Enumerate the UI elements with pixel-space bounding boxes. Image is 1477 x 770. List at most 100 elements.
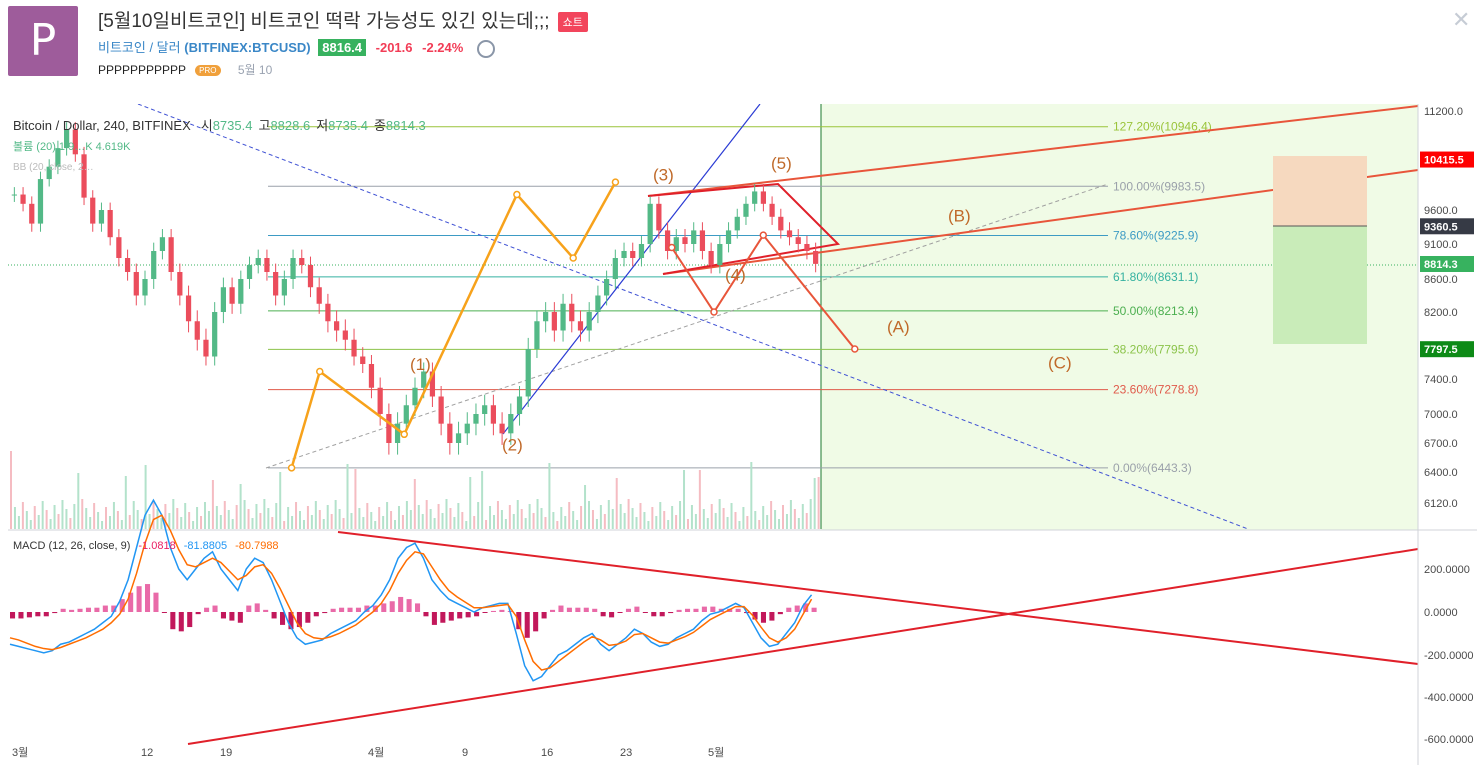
macd-hist-bar	[710, 606, 716, 612]
volume-bar	[409, 510, 412, 529]
volume-bar	[318, 510, 321, 529]
volume-bar	[512, 514, 515, 529]
volume-bar	[160, 518, 163, 529]
volume-bar	[279, 472, 282, 529]
volume-bar	[702, 509, 705, 529]
candle-body	[813, 251, 819, 264]
macd-hist-bar	[769, 612, 775, 621]
volume-bar	[235, 505, 238, 529]
idea-header: P [5월10일비트코인] 비트코인 떡락 가능성도 있긴 있는데;;; 쇼트 비…	[0, 0, 1477, 100]
candle-body	[673, 237, 679, 251]
alarm-clock-icon[interactable]	[476, 39, 495, 58]
macd-hist-bar	[136, 586, 142, 612]
volume-bar	[599, 505, 602, 529]
volume-bar	[762, 506, 765, 529]
volume-bar	[77, 473, 80, 529]
volume-bar	[33, 506, 36, 529]
volume-bar	[211, 480, 214, 529]
candle-body	[717, 244, 723, 265]
volume-bar	[203, 502, 206, 529]
last-price: 8816.4	[318, 39, 367, 56]
volume-bar	[108, 516, 111, 529]
volume-bar	[607, 500, 610, 529]
volume-bar	[469, 477, 472, 529]
volume-bar	[686, 519, 689, 529]
price-tick-2: 9100.0	[1424, 239, 1458, 251]
volume-bar	[25, 511, 28, 529]
macd-tick-0: 200.0000	[1424, 564, 1470, 576]
price-flag-1: 9360.5	[1424, 221, 1458, 233]
volume-bar	[65, 509, 68, 529]
macd-hist-bar	[482, 612, 488, 613]
volume-bar	[722, 508, 725, 529]
macd-pane: 200.0000 0.0000 -200.0000 -400.0000 -600.000…	[9, 498, 1474, 746]
volume-bar	[544, 517, 547, 529]
volume-bar	[500, 510, 503, 529]
macd-hist-bar	[389, 601, 395, 612]
price-change-pct: -2.24%	[422, 40, 464, 55]
volume-bar	[302, 520, 305, 529]
volume-bar	[584, 485, 587, 529]
close-icon[interactable]: ✕	[1452, 8, 1471, 33]
volume-bar	[797, 518, 800, 529]
macd-hist-bar	[220, 612, 226, 619]
volume-bar	[116, 511, 119, 529]
macd-tick-4: -600.0000	[1424, 734, 1474, 746]
chart-container[interactable]: 127.20%(10946.4) 100.00%(9983.5) 78.60%(92…	[8, 103, 1477, 765]
symbol-ticker-link[interactable]: (BITFINEX:BTCUSD)	[184, 40, 311, 55]
volume-bar	[809, 499, 812, 529]
volume-bar	[374, 521, 377, 529]
volume-bar	[53, 505, 56, 529]
volume-bar	[346, 464, 349, 529]
time-tick-7: 5월	[708, 746, 724, 759]
symbol-name-link[interactable]: 비트코인 / 달러	[98, 40, 181, 55]
candle-body	[20, 194, 26, 204]
volume-bar	[461, 512, 464, 529]
author-name-link[interactable]: PPPPPPPPPPP	[98, 63, 186, 77]
chart-svg[interactable]: 127.20%(10946.4) 100.00%(9983.5) 78.60%(92…	[8, 103, 1477, 765]
macd-hist-bar	[364, 605, 370, 612]
macd-hist-bar	[575, 607, 581, 612]
candle-body	[151, 251, 157, 279]
idea-title-text: [5월10일비트코인] 비트코인 떡락 가능성도 있긴 있는데;;;	[98, 11, 550, 32]
volume-bar	[694, 514, 697, 529]
volume-bar	[57, 514, 60, 529]
projection-point	[759, 231, 768, 239]
volume-bar	[453, 517, 456, 529]
candle-body	[203, 339, 209, 357]
macd-hist-bar	[415, 603, 421, 612]
macd-hist-bar	[145, 584, 151, 612]
volume-bar	[774, 510, 777, 529]
macd-hist-bar	[659, 612, 665, 617]
volume-bar	[758, 520, 761, 529]
macd-hist-bar	[254, 603, 260, 612]
author-avatar[interactable]: P	[8, 6, 78, 76]
volume-bar	[10, 451, 12, 529]
candles	[11, 122, 819, 455]
time-tick-4: 9	[462, 747, 468, 759]
elliott-waves: (1) (2) (3) (4) (5) (A) (B) (C)	[287, 154, 1072, 472]
volume-bar	[93, 503, 96, 529]
volume-bar	[45, 510, 48, 529]
candle-body	[534, 321, 540, 349]
volume-bar	[627, 499, 630, 529]
candle-body	[194, 321, 200, 340]
candle-body	[421, 371, 427, 388]
price-flag-bg-3	[1420, 341, 1474, 358]
volume-bar	[132, 501, 135, 529]
volume-bar	[496, 501, 499, 529]
volume-bar	[378, 507, 381, 529]
candle-body	[638, 244, 645, 258]
volume-bar	[362, 517, 365, 529]
macd-hist-bar	[777, 612, 783, 615]
wave-label-0: (1)	[410, 355, 431, 374]
candle-body	[81, 154, 87, 198]
candle-body	[46, 166, 52, 180]
candle-body	[499, 423, 505, 434]
volume-bar	[615, 478, 618, 529]
candle-body	[37, 179, 44, 224]
macd-hist-bar	[566, 607, 572, 612]
price-tick-0: 11200.0	[1424, 106, 1463, 118]
volume-bar	[390, 511, 393, 529]
candle-body	[394, 423, 401, 443]
